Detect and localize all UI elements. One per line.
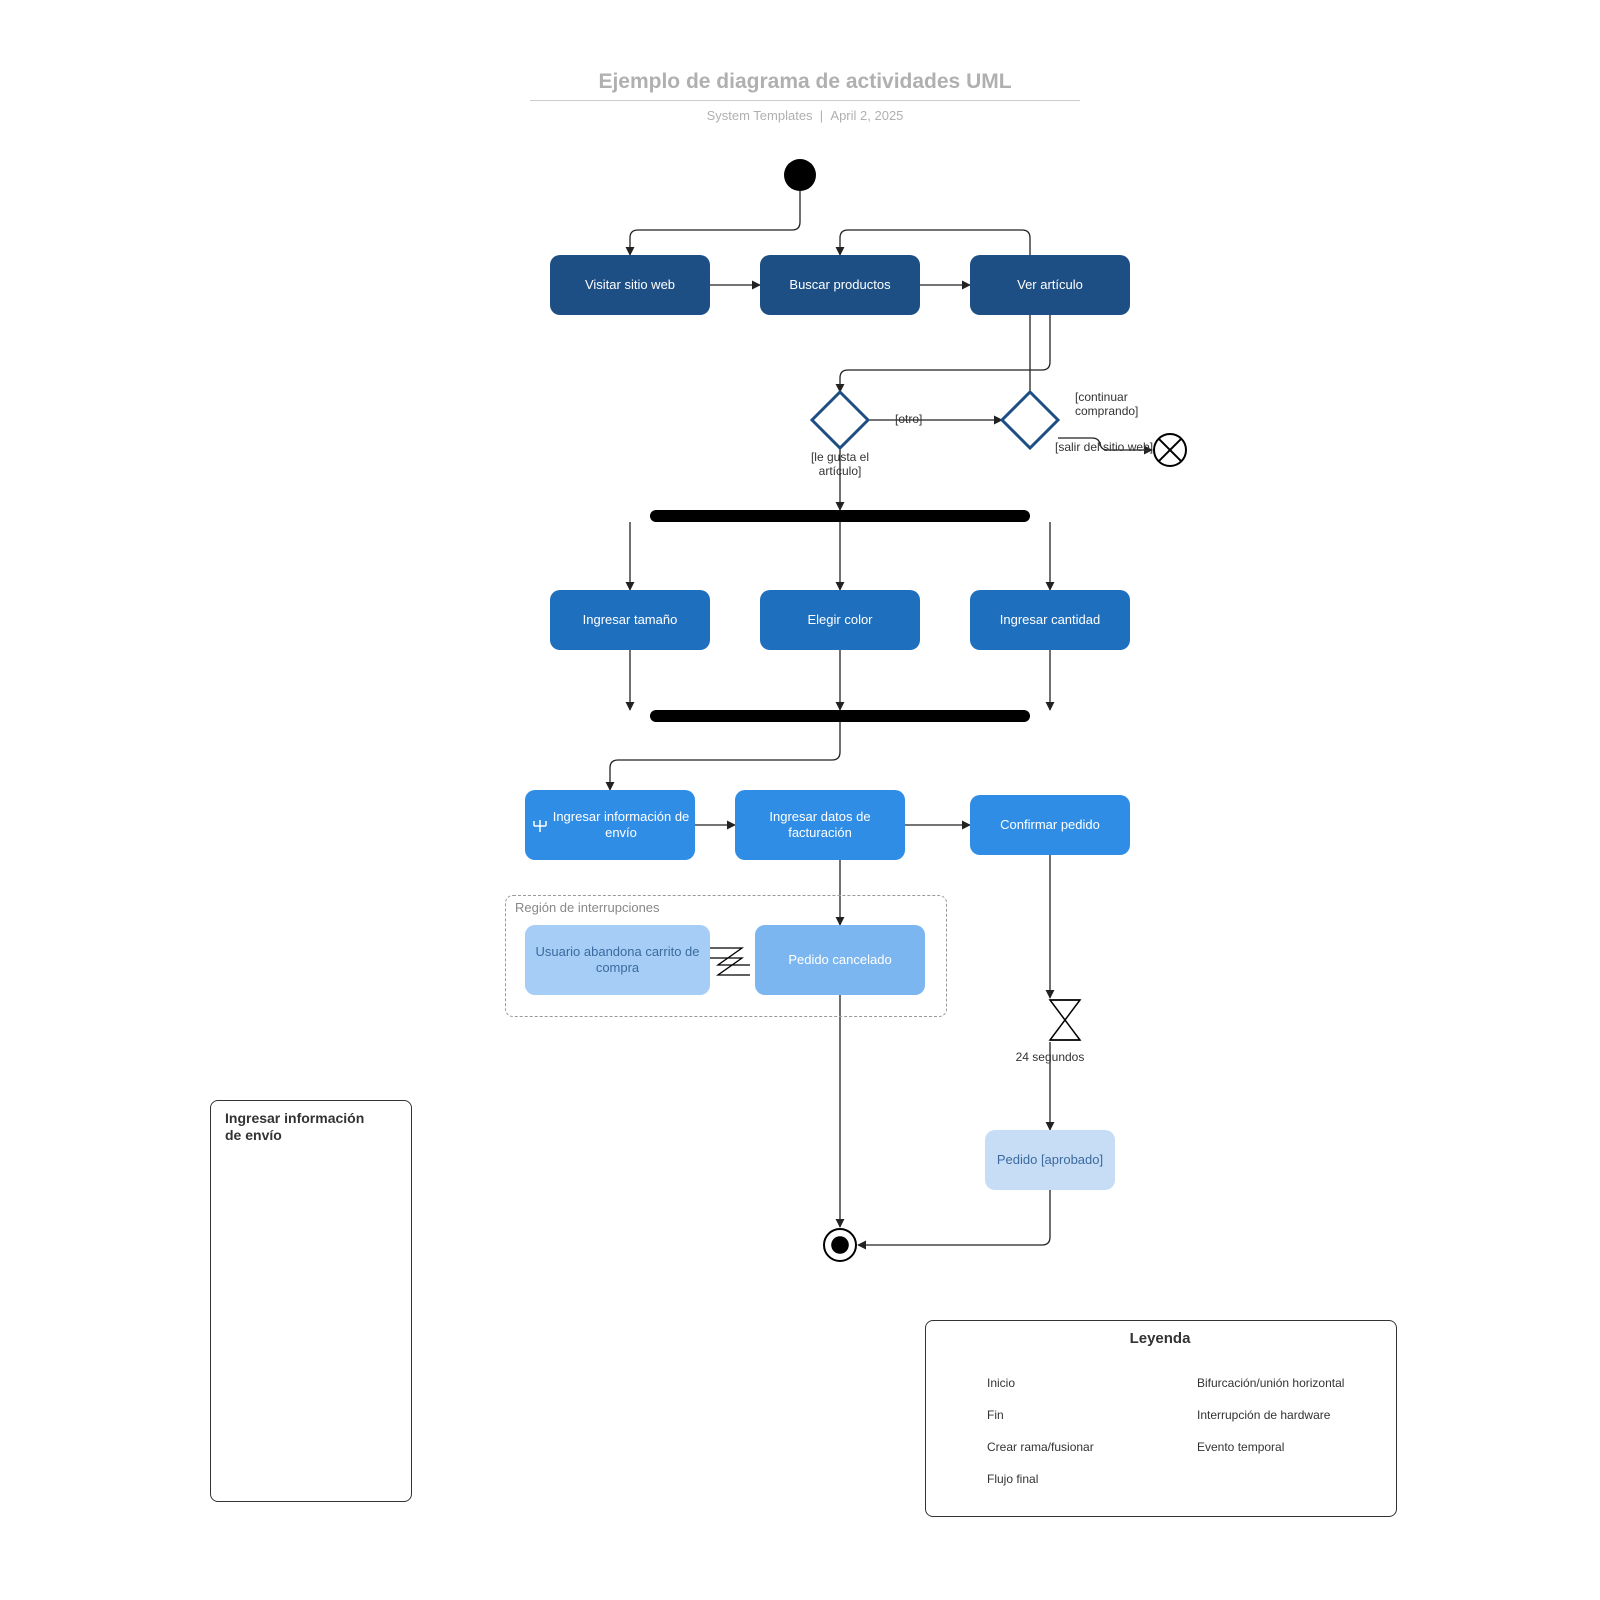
legend-item-l1: Fin [987, 1408, 1147, 1422]
activity-visit: Visitar sitio web [550, 255, 710, 315]
edge-label-continue: [continuar comprando] [1075, 390, 1165, 419]
activity-confirm: Confirmar pedido [970, 795, 1130, 855]
edge-label-otro: [otro] [895, 412, 922, 426]
activity-bill: Ingresar datos de facturación [735, 790, 905, 860]
legend-item-r1: Interrupción de hardware [1197, 1408, 1357, 1422]
activity-color: Elegir color [760, 590, 920, 650]
edge-label-like: [le gusta el artículo] [795, 450, 885, 479]
legend-item-l0: Inicio [987, 1376, 1147, 1390]
sub-panel-title: Ingresar información de envío [225, 1110, 375, 1144]
activity-qty: Ingresar cantidad [970, 590, 1130, 650]
legend-item-r2: Evento temporal [1197, 1440, 1357, 1454]
legend-title: Leyenda [925, 1330, 1395, 1348]
sub-activity-panel [210, 1100, 412, 1502]
legend-item-l3: Flujo final [987, 1472, 1147, 1486]
edge-label-exit: [salir del sitio web] [1055, 440, 1155, 454]
legend-item-r0: Bifurcación/unión horizontal [1197, 1376, 1357, 1390]
interrupt-region-label: Región de interrupciones [515, 900, 660, 916]
activity-size: Ingresar tamaño [550, 590, 710, 650]
activity-ship: Ingresar información de envío [525, 790, 695, 860]
legend-item-l2: Crear rama/fusionar [987, 1440, 1147, 1454]
activity-approved: Pedido [aprobado] [985, 1130, 1115, 1190]
activity-search: Buscar productos [760, 255, 920, 315]
timer-label: 24 segundos [1000, 1050, 1100, 1064]
activity-view: Ver artículo [970, 255, 1130, 315]
